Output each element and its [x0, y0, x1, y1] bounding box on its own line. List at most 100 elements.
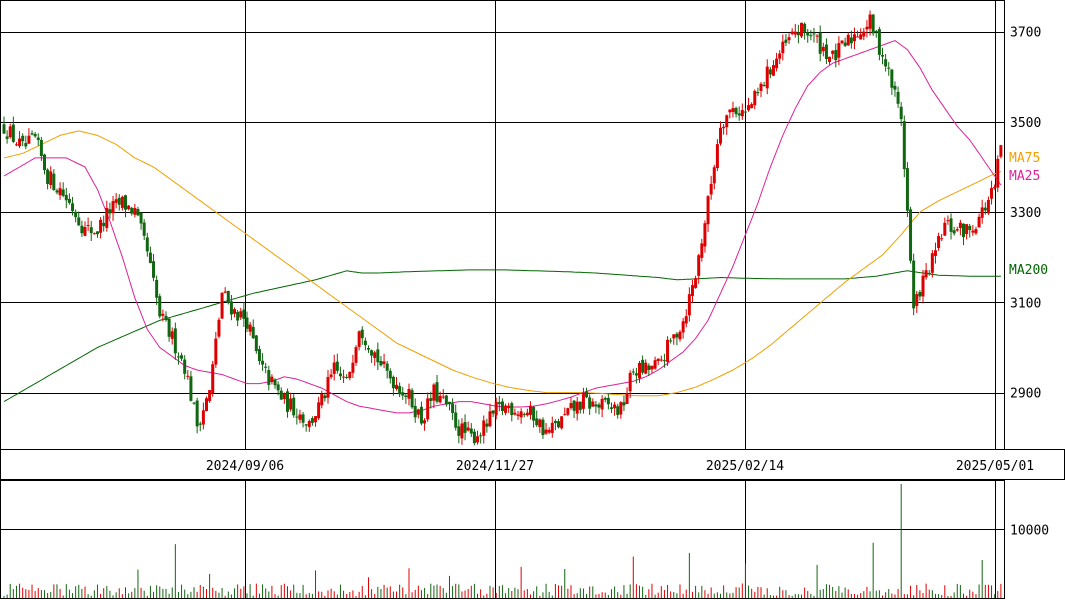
candle-body: [924, 270, 928, 278]
price-tick-label: 2900: [1010, 387, 1041, 402]
candle-body: [36, 137, 40, 140]
candlestick: [581, 387, 585, 414]
candlestick: [117, 194, 121, 211]
candlestick: [192, 401, 196, 405]
candlestick: [818, 25, 822, 62]
candlestick: [170, 327, 174, 345]
candle-body: [198, 423, 202, 425]
candlestick: [553, 419, 557, 431]
candle-body: [320, 393, 324, 406]
candle-body: [641, 359, 645, 373]
candle-body: [762, 84, 766, 86]
candle-body: [681, 321, 685, 333]
candle-body: [977, 216, 981, 228]
candle-body: [647, 365, 651, 370]
candlestick: [148, 246, 152, 264]
candlestick: [304, 424, 308, 432]
candlestick: [71, 196, 75, 216]
candlestick: [426, 392, 430, 422]
candlestick: [432, 383, 436, 409]
candlestick: [809, 30, 813, 41]
candlestick: [881, 47, 885, 65]
candlestick: [345, 374, 349, 379]
candlestick: [298, 409, 302, 424]
candle-body: [918, 292, 922, 297]
candlestick: [251, 319, 255, 340]
candlestick: [647, 363, 651, 377]
candlestick: [899, 102, 903, 127]
candlestick: [856, 30, 860, 38]
candle-body: [824, 44, 828, 60]
candle-body: [8, 126, 12, 138]
candle-body: [276, 384, 280, 391]
candle-body: [513, 412, 517, 415]
candlestick: [379, 356, 383, 367]
candlestick: [317, 396, 321, 421]
candle-body: [578, 401, 582, 410]
candlestick: [803, 22, 807, 40]
candlestick: [314, 415, 318, 427]
candlestick: [351, 354, 355, 378]
candle-body: [778, 53, 782, 59]
candle-body: [105, 207, 109, 228]
candlestick: [535, 410, 539, 427]
candle-body: [828, 56, 832, 62]
candle-body: [270, 376, 274, 382]
candlestick: [877, 26, 881, 61]
candlestick: [909, 206, 913, 264]
candle-body: [363, 340, 367, 346]
candle-body: [176, 356, 180, 358]
candle-body: [186, 375, 190, 377]
candle-body: [454, 412, 458, 428]
candle-body: [80, 225, 84, 234]
candle-body: [148, 252, 152, 264]
candlestick: [239, 307, 243, 321]
candlestick: [996, 155, 1000, 193]
candle-body: [915, 294, 919, 306]
candlestick: [33, 132, 37, 138]
candle-body: [366, 348, 370, 350]
candlestick: [622, 395, 626, 412]
candlestick: [644, 359, 648, 375]
candlestick: [790, 28, 794, 36]
candle-body: [92, 233, 96, 235]
candle-body: [700, 243, 704, 258]
price-grid: [0, 0, 1004, 449]
candle-body: [581, 394, 585, 409]
candlestick: [653, 356, 657, 370]
candlestick: [438, 391, 442, 404]
candle-body: [856, 36, 860, 38]
candlestick: [874, 29, 878, 38]
candlestick: [933, 242, 937, 264]
candle-body: [152, 261, 156, 278]
candle-body: [962, 223, 966, 238]
candlestick: [843, 37, 847, 48]
candle-body: [544, 429, 548, 434]
candle-body: [803, 23, 807, 33]
candlestick: [722, 123, 726, 135]
candle-body: [893, 85, 897, 90]
candle-body: [609, 407, 613, 409]
candle-body: [114, 199, 118, 203]
candle-body: [145, 237, 149, 252]
candle-body: [871, 14, 875, 34]
candle-body: [220, 292, 224, 319]
candlestick: [74, 209, 78, 223]
candle-body: [597, 404, 601, 408]
candle-body: [877, 29, 881, 55]
candlestick: [382, 353, 386, 369]
candlestick: [865, 20, 869, 38]
candlestick: [687, 287, 691, 322]
candle-body: [351, 362, 355, 373]
date-tick-label: 2025/02/14: [706, 459, 784, 474]
candle-body: [703, 223, 707, 247]
candle-body: [2, 124, 6, 134]
candle-body: [927, 272, 931, 274]
candlestick: [896, 86, 900, 108]
candlestick: [276, 381, 280, 396]
candle-body: [619, 402, 623, 415]
candle-body: [77, 217, 81, 226]
candlestick: [24, 135, 28, 150]
candle-body: [285, 391, 289, 412]
candle-body: [295, 416, 299, 418]
